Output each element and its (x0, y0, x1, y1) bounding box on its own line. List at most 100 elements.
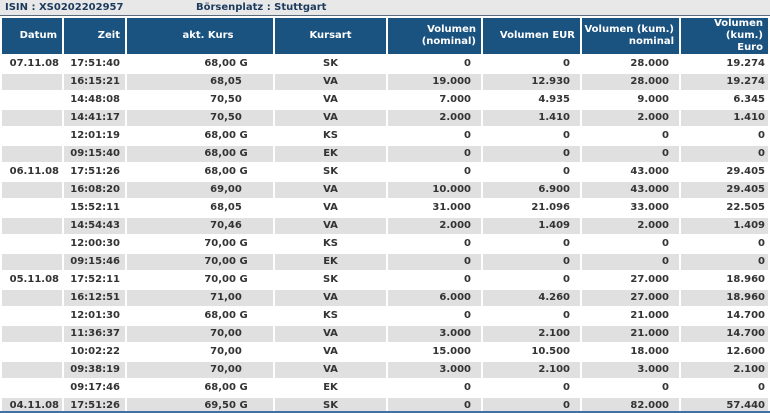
cell-kurs: 70,46 (127, 218, 273, 234)
cell-vol_nominal: 0 (388, 308, 481, 324)
table-row: 10:02:22 70,00 VA 15.000 10.500 18.000 12.600 (2, 344, 768, 360)
cell-kurs: 68,00 G (127, 56, 273, 72)
cell-kursart: SK (275, 272, 386, 288)
cell-zeit: 14:41:17 (64, 110, 125, 126)
cell-vol_kum_euro: 14.700 (681, 326, 768, 342)
cell-vol_nominal: 0 (388, 146, 481, 162)
cell-datum (2, 146, 62, 162)
cell-vol_eur: 1.409 (483, 218, 580, 234)
col-header-kursart: Kursart (275, 18, 386, 54)
cell-vol_nominal: 7.000 (388, 92, 481, 108)
cell-zeit: 12:00:30 (64, 236, 125, 252)
table-row: 14:48:08 70,50 VA 7.000 4.935 9.000 6.345 (2, 92, 768, 108)
cell-datum (2, 254, 62, 270)
cell-vol_kum_nominal: 82.000 (582, 398, 679, 413)
cell-datum (2, 326, 62, 342)
cell-kursart: EK (275, 380, 386, 396)
cell-vol_kum_euro: 18.960 (681, 290, 768, 306)
cell-vol_kum_euro: 19.274 (681, 56, 768, 72)
cell-datum (2, 182, 62, 198)
cell-zeit: 16:12:51 (64, 290, 125, 306)
cell-datum (2, 344, 62, 360)
cell-vol_nominal: 0 (388, 254, 481, 270)
cell-kurs: 68,05 (127, 74, 273, 90)
cell-vol_kum_nominal: 2.000 (582, 218, 679, 234)
cell-kurs: 70,00 (127, 362, 273, 378)
cell-vol_kum_euro: 0 (681, 128, 768, 144)
cell-datum (2, 290, 62, 306)
table-row: 14:54:43 70,46 VA 2.000 1.409 2.000 1.409 (2, 218, 768, 234)
cell-vol_kum_nominal: 0 (582, 146, 679, 162)
cell-datum: 06.11.08 (2, 164, 62, 180)
cell-vol_eur: 0 (483, 146, 580, 162)
cell-vol_eur: 6.900 (483, 182, 580, 198)
cell-vol_kum_nominal: 9.000 (582, 92, 679, 108)
cell-datum (2, 380, 62, 396)
cell-vol_kum_euro: 14.700 (681, 308, 768, 324)
cell-kurs: 70,00 G (127, 236, 273, 252)
cell-kurs: 68,00 G (127, 308, 273, 324)
cell-kurs: 70,50 (127, 110, 273, 126)
cell-kursart: KS (275, 128, 386, 144)
cell-kurs: 68,00 G (127, 128, 273, 144)
cell-kursart: EK (275, 254, 386, 270)
cell-datum (2, 200, 62, 216)
cell-zeit: 14:48:08 (64, 92, 125, 108)
cell-vol_kum_euro: 0 (681, 146, 768, 162)
cell-vol_kum_euro: 57.440 (681, 398, 768, 413)
cell-vol_eur: 0 (483, 272, 580, 288)
cell-vol_kum_nominal: 43.000 (582, 164, 679, 180)
col-header-vol_eur: Volumen EUR (483, 18, 580, 54)
cell-vol_kum_nominal: 27.000 (582, 290, 679, 306)
cell-kurs: 69,00 (127, 182, 273, 198)
cell-kursart: VA (275, 200, 386, 216)
boersenplatz-label: Börsenplatz : Stuttgart (196, 2, 327, 13)
cell-datum (2, 128, 62, 144)
cell-vol_nominal: 2.000 (388, 110, 481, 126)
cell-zeit: 17:52:11 (64, 272, 125, 288)
cell-datum (2, 92, 62, 108)
cell-zeit: 12:01:30 (64, 308, 125, 324)
cell-vol_kum_euro: 1.409 (681, 218, 768, 234)
cell-kurs: 68,00 G (127, 164, 273, 180)
cell-vol_nominal: 0 (388, 236, 481, 252)
cell-datum (2, 236, 62, 252)
cell-kursart: VA (275, 290, 386, 306)
cell-kursart: VA (275, 326, 386, 342)
cell-vol_eur: 0 (483, 128, 580, 144)
table-header-row: Datum Zeit akt. Kurs Kursart Volumen (nomina… (2, 18, 768, 54)
cell-zeit: 12:01:19 (64, 128, 125, 144)
cell-kursart: VA (275, 110, 386, 126)
cell-vol_eur: 12.930 (483, 74, 580, 90)
table-row: 09:15:46 70,00 G EK 0 0 0 0 (2, 254, 768, 270)
cell-vol_kum_euro: 29.405 (681, 164, 768, 180)
cell-kurs: 70,00 (127, 344, 273, 360)
cell-vol_kum_euro: 0 (681, 254, 768, 270)
table-row: 16:15:21 68,05 VA 19.000 12.930 28.000 19.274 (2, 74, 768, 90)
cell-vol_kum_euro: 22.505 (681, 200, 768, 216)
cell-kursart: SK (275, 398, 386, 413)
cell-datum: 04.11.08 (2, 398, 62, 413)
bottom-divider (0, 411, 770, 413)
cell-vol_kum_nominal: 0 (582, 254, 679, 270)
table-row: 05.11.08 17:52:11 70,00 G SK 0 0 27.000 18.960 (2, 272, 768, 288)
cell-vol_kum_nominal: 28.000 (582, 56, 679, 72)
cell-zeit: 10:02:22 (64, 344, 125, 360)
table-row: 06.11.08 17:51:26 68,00 G SK 0 0 43.000 29.405 (2, 164, 768, 180)
cell-vol_kum_nominal: 0 (582, 380, 679, 396)
cell-kursart: KS (275, 236, 386, 252)
table-row: 09:15:40 68,00 G EK 0 0 0 0 (2, 146, 768, 162)
cell-datum (2, 110, 62, 126)
cell-kursart: VA (275, 218, 386, 234)
cell-vol_kum_euro: 0 (681, 380, 768, 396)
cell-vol_kum_nominal: 21.000 (582, 326, 679, 342)
cell-kurs: 69,50 G (127, 398, 273, 413)
cell-vol_kum_nominal: 0 (582, 236, 679, 252)
cell-vol_kum_nominal: 43.000 (582, 182, 679, 198)
cell-vol_kum_nominal: 33.000 (582, 200, 679, 216)
cell-kursart: VA (275, 74, 386, 90)
isin-label: ISIN : XS0202202957 (5, 2, 124, 13)
cell-kurs: 70,00 G (127, 254, 273, 270)
table-row: 15:52:11 68,05 VA 31.000 21.096 33.000 22.505 (2, 200, 768, 216)
